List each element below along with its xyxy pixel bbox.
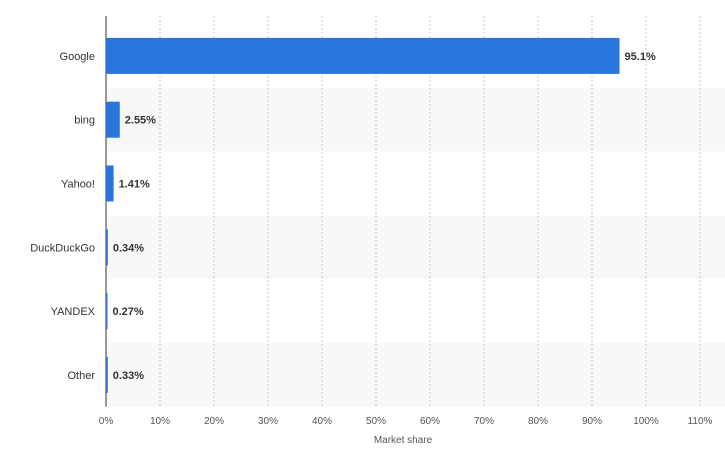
x-tick-label: 10%: [150, 416, 170, 427]
row-band: [106, 87, 725, 152]
data-label: 0.34%: [113, 242, 144, 254]
x-tick-label: 0%: [99, 416, 114, 427]
bar-duckduckgo: [106, 229, 108, 266]
category-label: YANDEX: [51, 306, 96, 318]
category-label: Other: [67, 370, 95, 382]
grid-lines: [159, 16, 701, 407]
x-tick-label: 80%: [528, 416, 548, 427]
bar-google: [106, 37, 620, 74]
x-tick-label: 40%: [312, 416, 332, 427]
category-label: Google: [60, 51, 95, 63]
category-label: DuckDuckGo: [30, 242, 95, 254]
x-tick-label: 70%: [474, 416, 494, 427]
x-tick-label: 20%: [204, 416, 224, 427]
row-band: [106, 343, 725, 407]
x-tick-label: 50%: [366, 416, 386, 427]
bars: [106, 37, 620, 393]
x-tick-labels: 0% 10% 20% 30% 40% 50% 60% 70% 80% 90% 100% 110%: [99, 416, 713, 427]
bar-yahoo-: [106, 165, 114, 202]
x-tick-label: 90%: [582, 416, 602, 427]
data-label: 0.27%: [113, 306, 144, 318]
category-label: Yahoo!: [61, 179, 95, 191]
data-labels: 95.1% 2.55% 1.41% 0.34% 0.27% 0.33%: [113, 51, 656, 382]
bar-bing: [106, 101, 120, 138]
data-label: 2.55%: [125, 115, 156, 127]
data-label: 1.41%: [119, 179, 150, 191]
category-labels: Google bing Yahoo! DuckDuckGo YANDEX Other: [30, 51, 95, 382]
x-tick-label: 100%: [633, 416, 659, 427]
data-label: 0.33%: [113, 370, 144, 382]
row-bands: [106, 87, 725, 407]
bar-yandex: [106, 293, 108, 330]
row-band: [106, 215, 725, 280]
bar-other: [106, 356, 108, 393]
data-label: 95.1%: [625, 51, 656, 63]
x-tick-label: 110%: [688, 416, 713, 427]
x-tick-label: 60%: [420, 416, 440, 427]
category-label: bing: [74, 115, 95, 127]
x-tick-label: 30%: [258, 416, 278, 427]
x-axis-title: Market share: [374, 435, 433, 446]
